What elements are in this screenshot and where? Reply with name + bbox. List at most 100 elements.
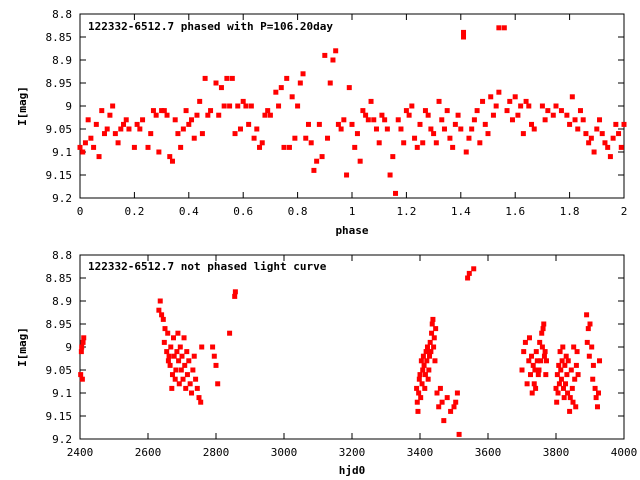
data-point xyxy=(104,126,110,132)
y-tick: 9.05 xyxy=(46,364,624,377)
data-point xyxy=(193,376,199,382)
data-point xyxy=(589,344,595,350)
data-point xyxy=(439,117,445,123)
data-point xyxy=(577,108,583,114)
data-point xyxy=(216,112,222,118)
x-tick-label: 0.4 xyxy=(179,205,199,218)
data-point xyxy=(251,135,257,141)
data-point xyxy=(553,385,559,391)
data-point xyxy=(187,381,193,387)
data-point xyxy=(165,330,171,336)
data-point xyxy=(183,108,189,114)
data-point xyxy=(182,362,188,368)
x-tick: 2800 xyxy=(203,255,229,459)
data-point xyxy=(174,349,180,355)
data-point xyxy=(585,326,591,332)
data-point xyxy=(515,112,521,118)
data-point xyxy=(428,349,434,355)
x-tick-label: 0.8 xyxy=(288,205,308,218)
data-point xyxy=(474,108,480,114)
data-point xyxy=(564,112,570,118)
data-point xyxy=(496,25,502,31)
data-point xyxy=(308,140,314,146)
data-point xyxy=(414,144,420,150)
data-point xyxy=(186,121,192,127)
data-point xyxy=(278,85,284,91)
data-point xyxy=(319,154,325,160)
data-point xyxy=(572,376,578,382)
data-point xyxy=(157,298,163,304)
x-tick-label: 0 xyxy=(77,205,84,218)
data-point xyxy=(610,135,616,141)
data-point xyxy=(210,344,216,350)
data-point xyxy=(434,390,440,396)
data-point xyxy=(534,358,540,364)
data-point xyxy=(162,326,168,332)
data-point xyxy=(444,395,450,401)
data-point xyxy=(194,112,200,118)
data-point xyxy=(257,144,263,150)
data-point xyxy=(387,172,393,178)
data-point xyxy=(227,103,233,109)
data-point xyxy=(243,103,249,109)
data-point xyxy=(379,112,385,118)
data-point xyxy=(420,353,426,359)
data-point xyxy=(416,390,422,396)
data-point xyxy=(616,131,622,137)
data-point xyxy=(180,376,186,382)
x-tick: 1.4 xyxy=(451,14,471,218)
data-point xyxy=(327,80,333,86)
data-point xyxy=(352,144,358,150)
data-point xyxy=(384,126,390,132)
y-tick-label: 9.2 xyxy=(52,433,72,446)
data-point xyxy=(273,89,279,95)
data-point xyxy=(563,381,569,387)
data-point xyxy=(597,117,603,123)
data-point xyxy=(554,372,560,378)
data-point xyxy=(524,381,530,387)
data-point xyxy=(221,103,227,109)
data-point xyxy=(526,103,532,109)
data-point xyxy=(322,52,328,58)
data-point xyxy=(93,121,99,127)
data-point xyxy=(540,326,546,332)
data-point xyxy=(81,335,87,341)
data-point xyxy=(531,126,537,132)
data-point xyxy=(533,349,539,355)
data-point xyxy=(433,140,439,146)
data-point xyxy=(455,112,461,118)
y-tick: 8.95 xyxy=(46,318,624,331)
data-point xyxy=(458,126,464,132)
data-point xyxy=(425,112,431,118)
data-point xyxy=(167,154,173,160)
data-point xyxy=(159,108,165,114)
data-point xyxy=(198,399,204,405)
y-tick: 9.15 xyxy=(46,410,624,423)
data-point xyxy=(96,154,102,160)
data-point xyxy=(618,144,624,150)
data-point xyxy=(418,358,424,364)
data-point xyxy=(430,316,436,322)
y-tick-label: 9 xyxy=(65,341,72,354)
data-point xyxy=(176,381,182,387)
data-point xyxy=(425,376,431,382)
data-point xyxy=(267,112,273,118)
data-point xyxy=(555,390,561,396)
data-point xyxy=(575,126,581,132)
data-point xyxy=(172,376,178,382)
data-point xyxy=(599,131,605,137)
x-label-phased: phase xyxy=(335,224,368,237)
data-point xyxy=(431,131,437,137)
data-point xyxy=(452,121,458,127)
data-point xyxy=(335,121,341,127)
data-point xyxy=(594,404,600,410)
x-tick-label: 3600 xyxy=(475,446,502,459)
data-point xyxy=(461,34,467,40)
data-point xyxy=(422,108,428,114)
data-point xyxy=(202,75,208,81)
data-point xyxy=(338,126,344,132)
data-point xyxy=(161,108,167,114)
data-point xyxy=(542,349,548,355)
data-point xyxy=(586,353,592,359)
x-tick-label: 3800 xyxy=(543,446,570,459)
